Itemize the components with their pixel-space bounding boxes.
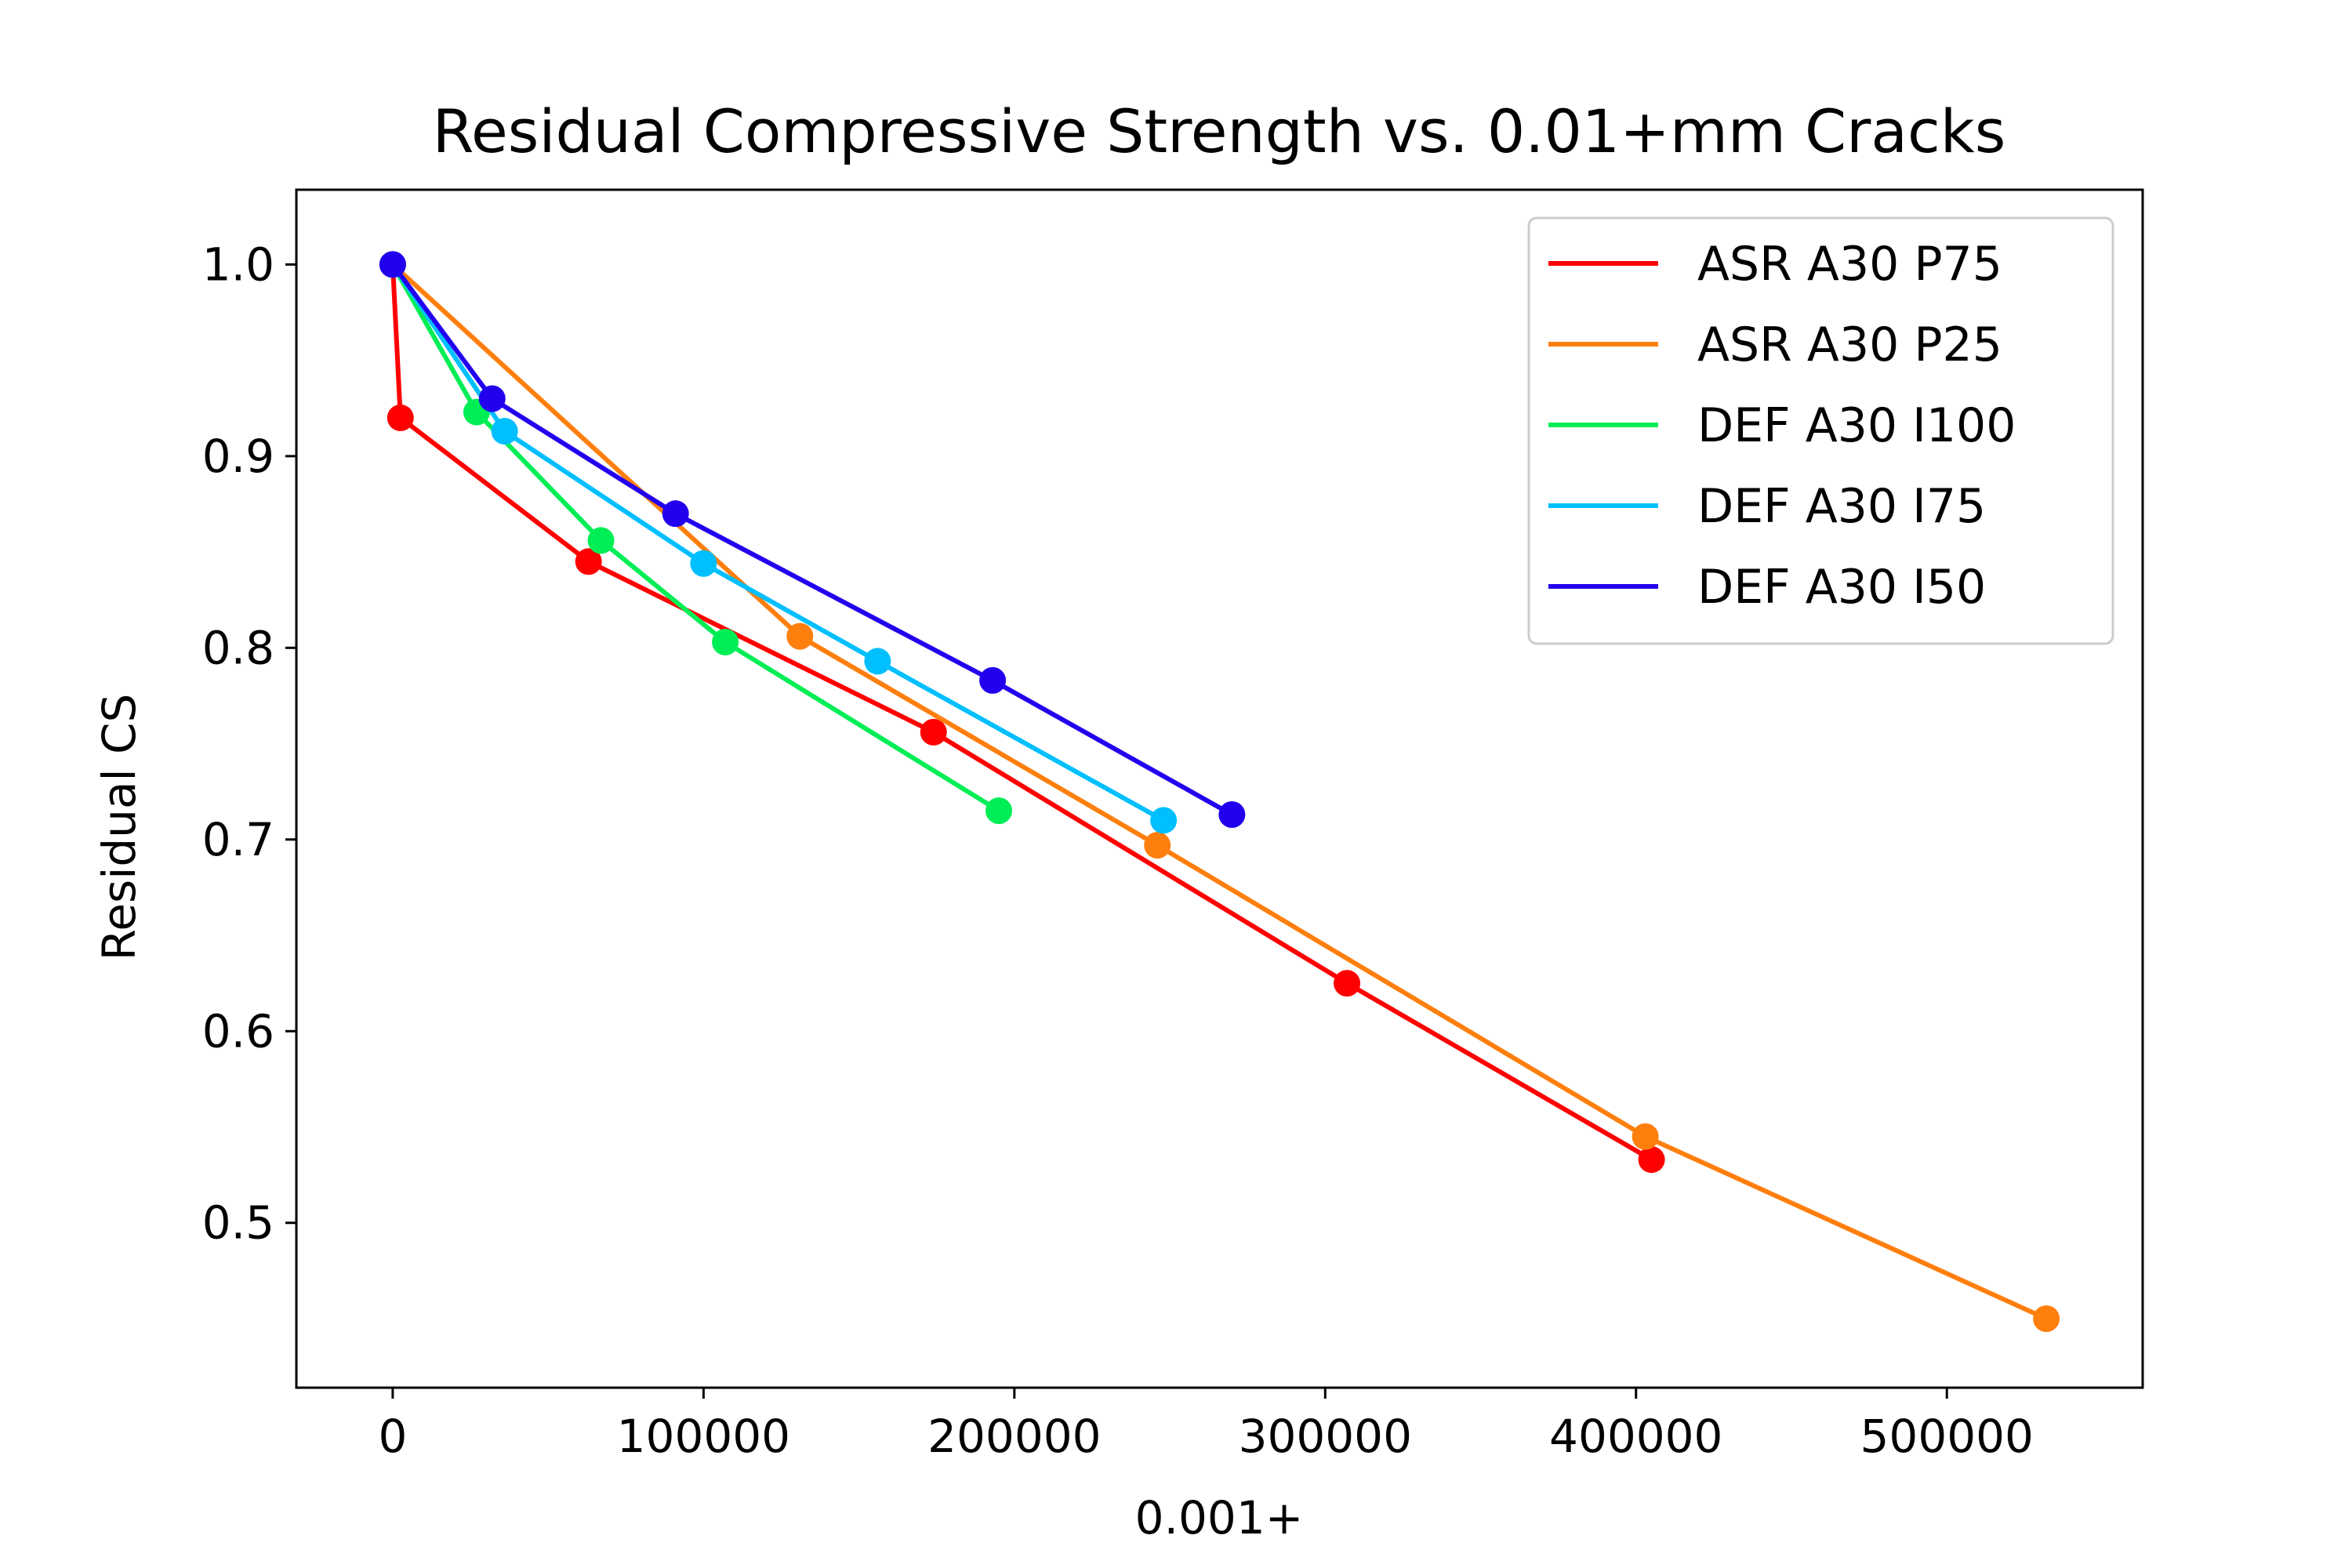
series-layer [379, 251, 2060, 1332]
series-1 [379, 251, 1665, 1174]
y-tick-label: 1.0 [202, 238, 274, 291]
x-tick-label: 0 [378, 1410, 407, 1463]
series-line [390, 263, 1233, 817]
x-tick-label: 100000 [617, 1410, 790, 1463]
legend-label: ASR A30 P75 [1697, 237, 2002, 292]
data-point [979, 666, 1007, 694]
x-axis-label: 0.001+ [1135, 1491, 1304, 1544]
series-4 [379, 251, 1178, 834]
data-point [1632, 1123, 1659, 1150]
y-axis: 0.5 0.6 0.7 0.8 0.9 1.0 [202, 238, 296, 1250]
data-point [1218, 801, 1246, 829]
x-tick-label: 200000 [927, 1410, 1101, 1463]
data-point [587, 527, 615, 554]
x-tick-label: 500000 [1860, 1410, 2034, 1463]
y-tick-label: 0.5 [202, 1196, 274, 1250]
legend-frame [1527, 216, 2114, 645]
data-point [786, 622, 814, 650]
legend-item: DEF A30 I75 [1548, 479, 1986, 534]
legend-item: ASR A30 P75 [1548, 237, 2002, 292]
series-line [390, 263, 1165, 822]
data-point [920, 718, 947, 746]
data-point [690, 550, 717, 577]
data-point [478, 385, 506, 412]
y-tick-label: 0.8 [202, 621, 274, 674]
data-point [1334, 970, 1361, 997]
y-axis-label: Residual CS [93, 694, 146, 961]
legend-label: DEF A30 I75 [1697, 479, 1986, 534]
data-point [575, 548, 602, 575]
data-point [662, 500, 689, 528]
x-tick-label: 400000 [1549, 1410, 1722, 1463]
data-point [379, 251, 406, 278]
series-5 [379, 251, 1246, 829]
data-point [1150, 807, 1178, 834]
y-tick-label: 0.9 [202, 430, 274, 483]
data-point [985, 797, 1013, 825]
data-point [2033, 1305, 2060, 1332]
legend: ASR A30 P75 ASR A30 P25 DEF A30 I100 DEF A3… [1527, 216, 2114, 645]
y-tick-label: 0.6 [202, 1004, 274, 1058]
legend-label: DEF A30 I100 [1697, 398, 2016, 453]
plot-frame [295, 188, 2144, 1389]
legend-item: DEF A30 I100 [1548, 398, 2016, 453]
legend-label: ASR A30 P25 [1697, 318, 2002, 372]
data-point [491, 418, 518, 445]
data-point [387, 404, 414, 431]
data-point [712, 628, 739, 655]
x-tick-label: 300000 [1239, 1410, 1412, 1463]
legend-item: ASR A30 P25 [1548, 318, 2002, 372]
data-point [1638, 1146, 1665, 1174]
data-point [864, 648, 891, 675]
chart-title: Residual Compressive Strength vs. 0.01+m… [433, 96, 2006, 166]
legend-item: DEF A30 I50 [1548, 560, 1986, 615]
y-tick-label: 0.7 [202, 813, 274, 866]
legend-label: DEF A30 I50 [1697, 560, 1986, 615]
data-point [1144, 832, 1171, 859]
x-axis: 0 100000 200000 300000 400000 500000 [378, 1388, 2034, 1463]
series-line [390, 264, 1653, 1162]
plot-area [295, 188, 2144, 1389]
